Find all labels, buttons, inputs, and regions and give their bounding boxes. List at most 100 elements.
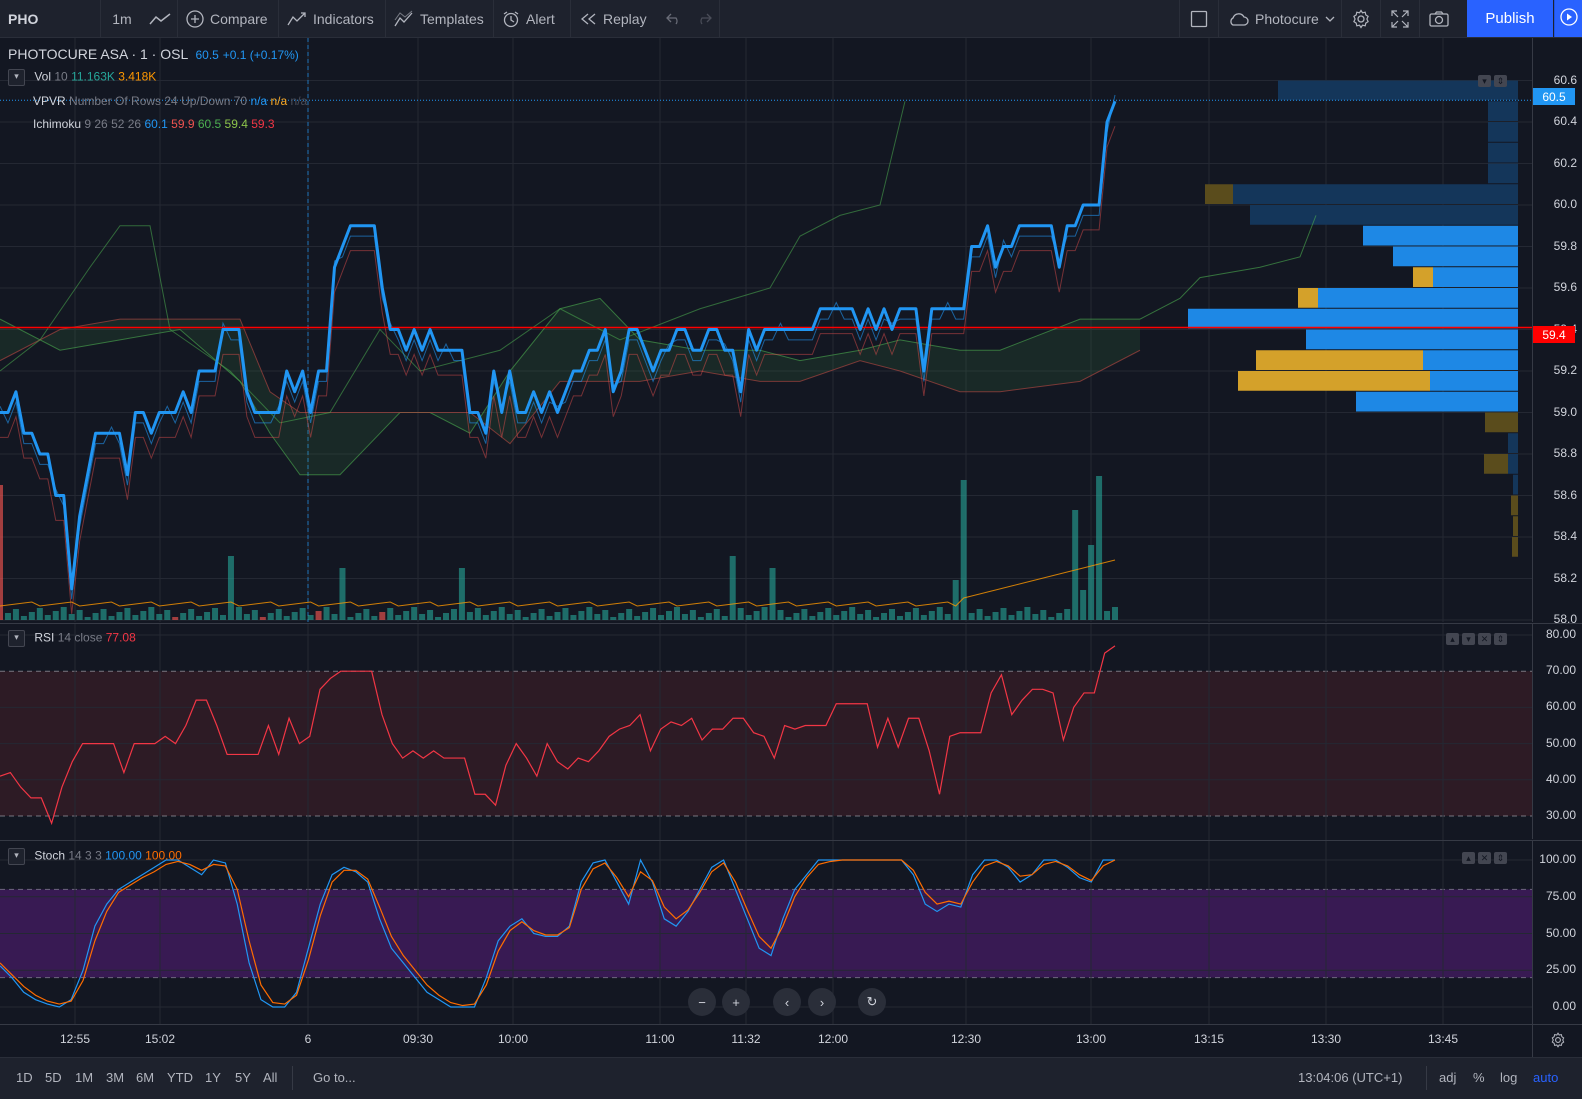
templates-label: Templates bbox=[420, 10, 484, 27]
stoch-pane[interactable] bbox=[0, 840, 1532, 1025]
volume-bar bbox=[610, 617, 617, 620]
undo-button[interactable] bbox=[659, 0, 689, 37]
ichimoku-base-line bbox=[0, 125, 1116, 614]
publish-options-button[interactable] bbox=[1554, 0, 1582, 37]
chart-style-button[interactable] bbox=[143, 0, 177, 37]
rsi-axis[interactable]: 80.00 70.00 60.00 50.00 40.00 30.00 bbox=[1532, 623, 1582, 839]
main-price-pane[interactable] bbox=[0, 38, 1532, 622]
layout-name-label: Photocure bbox=[1255, 10, 1319, 27]
alert-button[interactable]: Alert bbox=[494, 0, 570, 37]
range-button-ytd[interactable]: YTD bbox=[167, 1070, 193, 1085]
ichimoku-cloud bbox=[0, 298, 1140, 475]
volume-bar bbox=[108, 616, 115, 620]
volume-bar bbox=[92, 613, 99, 620]
pane-down-button[interactable]: ▾ bbox=[1478, 75, 1491, 87]
stoch-axis[interactable]: 100.00 75.00 50.00 25.00 0.00 bbox=[1532, 840, 1582, 1024]
scroll-right-button[interactable]: › bbox=[808, 988, 836, 1016]
volume-bar bbox=[371, 616, 378, 620]
reset-icon: ↻ bbox=[866, 994, 878, 1009]
volume-bar bbox=[156, 614, 163, 620]
compare-button[interactable]: Compare bbox=[178, 0, 278, 37]
range-button-1d[interactable]: 1D bbox=[16, 1070, 33, 1085]
volume-bar bbox=[721, 616, 728, 620]
volume-bar bbox=[355, 613, 362, 620]
templates-button[interactable]: Templates bbox=[386, 0, 493, 37]
vpvr-down-bar bbox=[1511, 495, 1518, 516]
fullscreen-button[interactable] bbox=[1381, 0, 1419, 37]
rsi-collapse-button[interactable]: ⇕ bbox=[1494, 633, 1507, 645]
stoch-up-button[interactable]: ▴ bbox=[1462, 852, 1475, 864]
rsi-close-button[interactable]: ✕ bbox=[1478, 633, 1491, 645]
axis-settings-button[interactable] bbox=[1532, 1024, 1582, 1057]
symbol-search-button[interactable]: PHO bbox=[0, 0, 100, 37]
time-axis[interactable]: 12:55 15:02 6 09:30 10:00 11:00 11:32 12:00 12:3… bbox=[0, 1024, 1532, 1057]
replay-label: Replay bbox=[603, 10, 647, 27]
axis-tick-label: 59.0 bbox=[1553, 404, 1577, 419]
range-button-all[interactable]: All bbox=[263, 1070, 278, 1085]
rsi-down-button[interactable]: ▾ bbox=[1462, 633, 1475, 645]
collapse-legend-button[interactable]: ▾ bbox=[8, 69, 25, 86]
adjust-toggle[interactable]: adj bbox=[1439, 1070, 1457, 1085]
layout-select-button[interactable] bbox=[1180, 0, 1218, 37]
stoch-close-button[interactable]: ✕ bbox=[1478, 852, 1491, 864]
volume-bar bbox=[204, 612, 211, 620]
log-toggle[interactable]: log bbox=[1500, 1070, 1518, 1085]
rsi-up-button[interactable]: ▴ bbox=[1446, 633, 1459, 645]
gear-icon bbox=[1351, 8, 1371, 29]
volume-bar bbox=[920, 615, 927, 620]
settings-button[interactable] bbox=[1342, 0, 1380, 37]
volume-ma-line bbox=[0, 559, 1116, 607]
volume-bar bbox=[44, 615, 51, 620]
collapse-rsi-button[interactable]: ▾ bbox=[8, 630, 25, 647]
snapshot-button[interactable] bbox=[1420, 0, 1458, 37]
stoch-collapse-button[interactable]: ⇕ bbox=[1494, 852, 1507, 864]
save-layout-button[interactable]: Photocure bbox=[1219, 0, 1341, 37]
clock-label[interactable]: 13:04:06 (UTC+1) bbox=[1298, 1070, 1403, 1085]
volume-bar bbox=[522, 617, 529, 620]
reset-chart-button[interactable]: ↻ bbox=[858, 988, 886, 1016]
publish-button[interactable]: Publish bbox=[1467, 0, 1553, 37]
volume-bar bbox=[283, 616, 290, 620]
symbol-label: PHO bbox=[8, 10, 39, 27]
vpvr-up-bar bbox=[1393, 246, 1518, 267]
fullscreen-icon bbox=[1391, 9, 1409, 28]
percent-toggle[interactable]: % bbox=[1473, 1070, 1485, 1085]
zoom-in-button[interactable]: + bbox=[722, 988, 750, 1016]
pane-collapse-button[interactable]: ⇕ bbox=[1494, 75, 1507, 87]
vpvr-up-bar bbox=[1250, 205, 1518, 225]
camera-icon bbox=[1429, 10, 1449, 27]
stoch-params: 14 3 3 bbox=[68, 848, 102, 863]
range-button-3m[interactable]: 3M bbox=[106, 1070, 125, 1085]
vpvr-value-2: n/a bbox=[270, 94, 288, 108]
zoom-out-button[interactable]: − bbox=[688, 988, 716, 1016]
rsi-pane[interactable] bbox=[0, 623, 1532, 840]
range-button-5d[interactable]: 5D bbox=[45, 1070, 62, 1085]
range-button-1y[interactable]: 1Y bbox=[205, 1070, 221, 1085]
ichimoku-value-4: 59.4 bbox=[224, 117, 248, 131]
volume-bar bbox=[506, 614, 513, 620]
volume-bar bbox=[841, 611, 848, 620]
volume-bar bbox=[833, 615, 840, 620]
goto-button[interactable]: Go to... bbox=[313, 1070, 356, 1085]
range-button-6m[interactable]: 6M bbox=[136, 1070, 155, 1085]
vpvr-down-bar bbox=[1205, 184, 1233, 204]
vpvr-up-bar bbox=[1188, 308, 1518, 329]
indicators-button[interactable]: Indicators bbox=[279, 0, 385, 37]
volume-bar bbox=[936, 607, 943, 620]
auto-toggle[interactable]: auto bbox=[1533, 1070, 1559, 1085]
collapse-stoch-button[interactable]: ▾ bbox=[8, 848, 25, 865]
range-button-5y[interactable]: 5Y bbox=[235, 1070, 251, 1085]
axis-tick-label: 58.4 bbox=[1553, 529, 1577, 543]
scroll-left-button[interactable]: ‹ bbox=[773, 988, 801, 1016]
replay-button[interactable]: Replay bbox=[571, 0, 657, 37]
redo-button[interactable] bbox=[689, 0, 719, 37]
volume-bar bbox=[395, 615, 402, 620]
volume-bar bbox=[28, 612, 35, 620]
vpvr-down-bar bbox=[1256, 350, 1423, 370]
interval-button[interactable]: 1m bbox=[101, 0, 143, 37]
volume-bar bbox=[379, 612, 386, 620]
range-button-1m[interactable]: 1M bbox=[75, 1070, 94, 1085]
volume-bar bbox=[801, 609, 808, 620]
vpvr-up-bar bbox=[1488, 122, 1518, 142]
axis-tick-label: 58.0 bbox=[1553, 612, 1577, 626]
